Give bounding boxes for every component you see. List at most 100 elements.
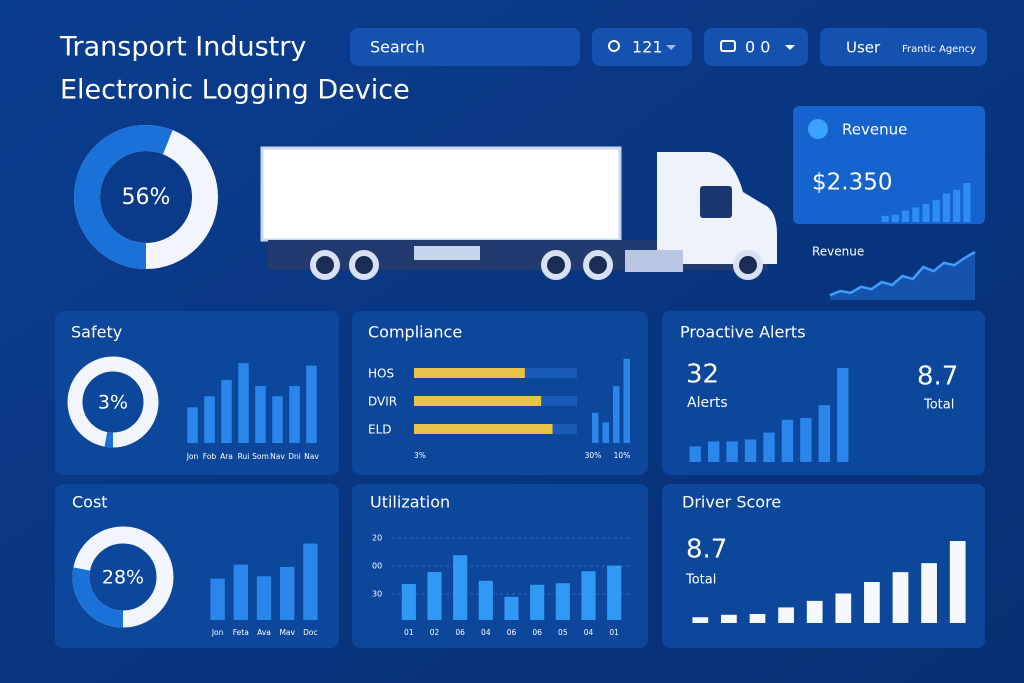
panel-title: Driver Score	[682, 493, 781, 512]
bar	[187, 407, 198, 443]
x-tick-label: Ara	[220, 452, 233, 461]
subtitle: Electronic Logging Device	[60, 75, 410, 106]
x-tick-label: Nav	[304, 452, 319, 461]
search-box[interactable]	[350, 28, 580, 66]
x-tick-label: Som	[252, 452, 269, 461]
bar	[478, 580, 493, 620]
x-tick-label: Rui	[238, 452, 250, 461]
filter-button[interactable]	[592, 28, 692, 66]
bar	[744, 439, 757, 462]
bar	[942, 193, 951, 222]
gauge-arc	[72, 526, 174, 628]
x-tick-label: 04	[584, 628, 594, 637]
bar	[922, 203, 930, 222]
cards-count: 0 0	[745, 38, 770, 57]
bar	[800, 417, 812, 462]
panel-title: Cost	[72, 493, 108, 512]
bar	[778, 607, 794, 623]
bar	[289, 386, 300, 443]
bar	[623, 358, 631, 443]
bar	[749, 613, 766, 623]
bar	[881, 215, 889, 222]
alerts-total: 8.7	[917, 362, 958, 392]
x-tick-label: 04	[481, 628, 491, 637]
bar	[921, 563, 937, 623]
axis-label: 10%	[614, 451, 631, 460]
trend-line	[829, 250, 976, 297]
alerts-count: 32	[686, 360, 719, 390]
x-tick-label: Jon	[186, 452, 199, 461]
bar	[901, 210, 910, 222]
title: Transport Industry	[59, 32, 306, 63]
bar	[763, 432, 775, 462]
bar	[953, 189, 961, 222]
y-axis-label: 30	[372, 590, 382, 599]
bar	[414, 396, 542, 406]
panel-title: Proactive Alerts	[680, 323, 806, 342]
gauge-label: 3%	[98, 392, 128, 414]
cards-button[interactable]	[704, 28, 808, 66]
bar	[414, 368, 525, 378]
x-tick-label: 01	[609, 628, 619, 637]
bar	[912, 207, 920, 222]
bar	[414, 424, 553, 434]
axis-label: 30%	[585, 451, 602, 460]
gauge-label: 28%	[102, 567, 144, 589]
bar	[306, 365, 317, 443]
bar	[581, 571, 596, 620]
x-tick-label: Nav	[270, 452, 285, 461]
bar	[692, 617, 709, 623]
bar	[932, 200, 940, 222]
x-tick-label: Jon	[211, 628, 224, 637]
panel-title: Utilization	[370, 493, 450, 512]
row-label: DVIR	[368, 395, 397, 409]
axis-label: 3%	[414, 451, 426, 460]
search-placeholder: Search	[370, 38, 425, 57]
bar	[602, 422, 610, 443]
row-label: HOS	[368, 367, 394, 381]
search-icon	[608, 40, 620, 52]
agency: Frantic Agency	[902, 44, 976, 55]
x-tick-label: 06	[507, 628, 517, 637]
x-tick-label: 05	[558, 628, 568, 637]
dropdown-arrow	[785, 45, 795, 50]
gauge-arc	[74, 125, 218, 269]
bar	[256, 576, 272, 620]
bar	[818, 405, 831, 462]
revenue-title: Revenue	[842, 121, 907, 139]
x-tick-label: 01	[404, 628, 414, 637]
bar	[427, 572, 442, 620]
bar	[453, 555, 468, 620]
bar	[806, 600, 823, 623]
bar	[891, 214, 899, 222]
bar	[504, 596, 519, 620]
bar	[835, 593, 852, 623]
x-tick-label: 06	[532, 628, 542, 637]
y-axis-label: 20	[372, 534, 382, 543]
gauge-label: 56%	[122, 185, 171, 210]
x-tick-label: Dni	[288, 452, 301, 461]
bar	[280, 566, 295, 620]
truck	[260, 146, 777, 280]
alerts-total-label: Total	[923, 398, 954, 413]
filter-count: 121	[632, 38, 663, 57]
bar	[689, 446, 701, 462]
card-icon	[720, 40, 736, 52]
bar	[272, 396, 283, 443]
x-tick-label: Ava	[257, 628, 271, 637]
dropdown-arrow	[666, 45, 676, 50]
bar	[401, 584, 416, 620]
bar	[204, 396, 215, 443]
bar	[864, 582, 880, 623]
user-button[interactable]	[820, 28, 987, 66]
bar	[963, 183, 971, 222]
bar	[837, 367, 849, 462]
y-axis-label: 00	[372, 562, 382, 571]
alerts-count-label: Alerts	[687, 395, 728, 411]
bar	[238, 363, 249, 443]
x-tick-label: Fob	[203, 452, 217, 461]
bar	[892, 572, 909, 623]
bar	[726, 441, 738, 462]
trend-title: Revenue	[812, 245, 864, 259]
